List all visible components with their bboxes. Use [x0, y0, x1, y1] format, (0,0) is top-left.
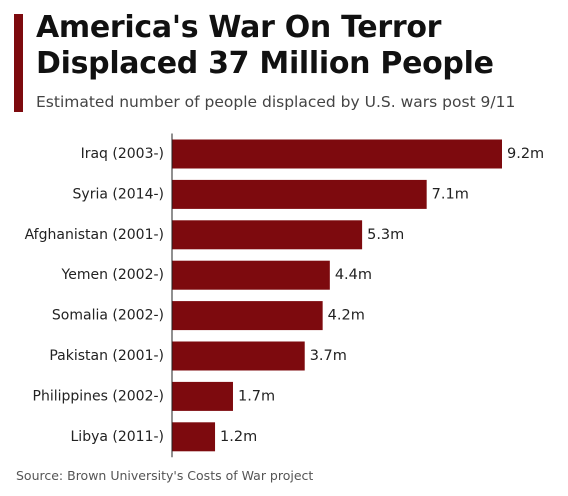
category-labels-group: Iraq (2003-) Syria (2014-) Afghanistan (20… [25, 146, 164, 445]
category-label: Syria (2014-) [73, 186, 164, 202]
bar [172, 341, 305, 371]
value-label: 3.7m [310, 348, 347, 364]
chart-title: America's War On Terror Displaced 37 Mil… [36, 10, 494, 81]
value-label: 9.2m [507, 146, 544, 162]
value-label: 7.1m [432, 186, 469, 202]
bar [172, 381, 233, 411]
value-label: 4.4m [335, 267, 372, 283]
category-label: Philippines (2002-) [33, 388, 164, 404]
category-label: Libya (2011-) [71, 429, 165, 445]
value-label: 1.2m [220, 429, 257, 445]
category-label: Afghanistan (2001-) [25, 227, 164, 243]
source-note: Source: Brown University's Costs of War … [16, 468, 314, 483]
bar [172, 139, 502, 169]
category-label: Iraq (2003-) [81, 146, 164, 162]
value-labels-group: 9.2m 7.1m 5.3m 4.4m 4.2m 3.7m 1.7m 1.2m [220, 146, 544, 445]
bar [172, 179, 427, 209]
value-label: 4.2m [328, 308, 365, 324]
category-label: Pakistan (2001-) [49, 348, 164, 364]
bar [172, 301, 323, 331]
bars-group [172, 139, 502, 452]
category-label: Yemen (2002-) [61, 267, 164, 283]
value-label: 5.3m [367, 227, 404, 243]
bar [172, 422, 216, 452]
category-label: Somalia (2002-) [52, 308, 164, 324]
bar [172, 220, 363, 250]
chart-subtitle: Estimated number of people displaced by … [36, 93, 516, 111]
bar [172, 260, 330, 290]
title-accent-bar [14, 14, 23, 112]
value-label: 1.7m [238, 388, 275, 404]
